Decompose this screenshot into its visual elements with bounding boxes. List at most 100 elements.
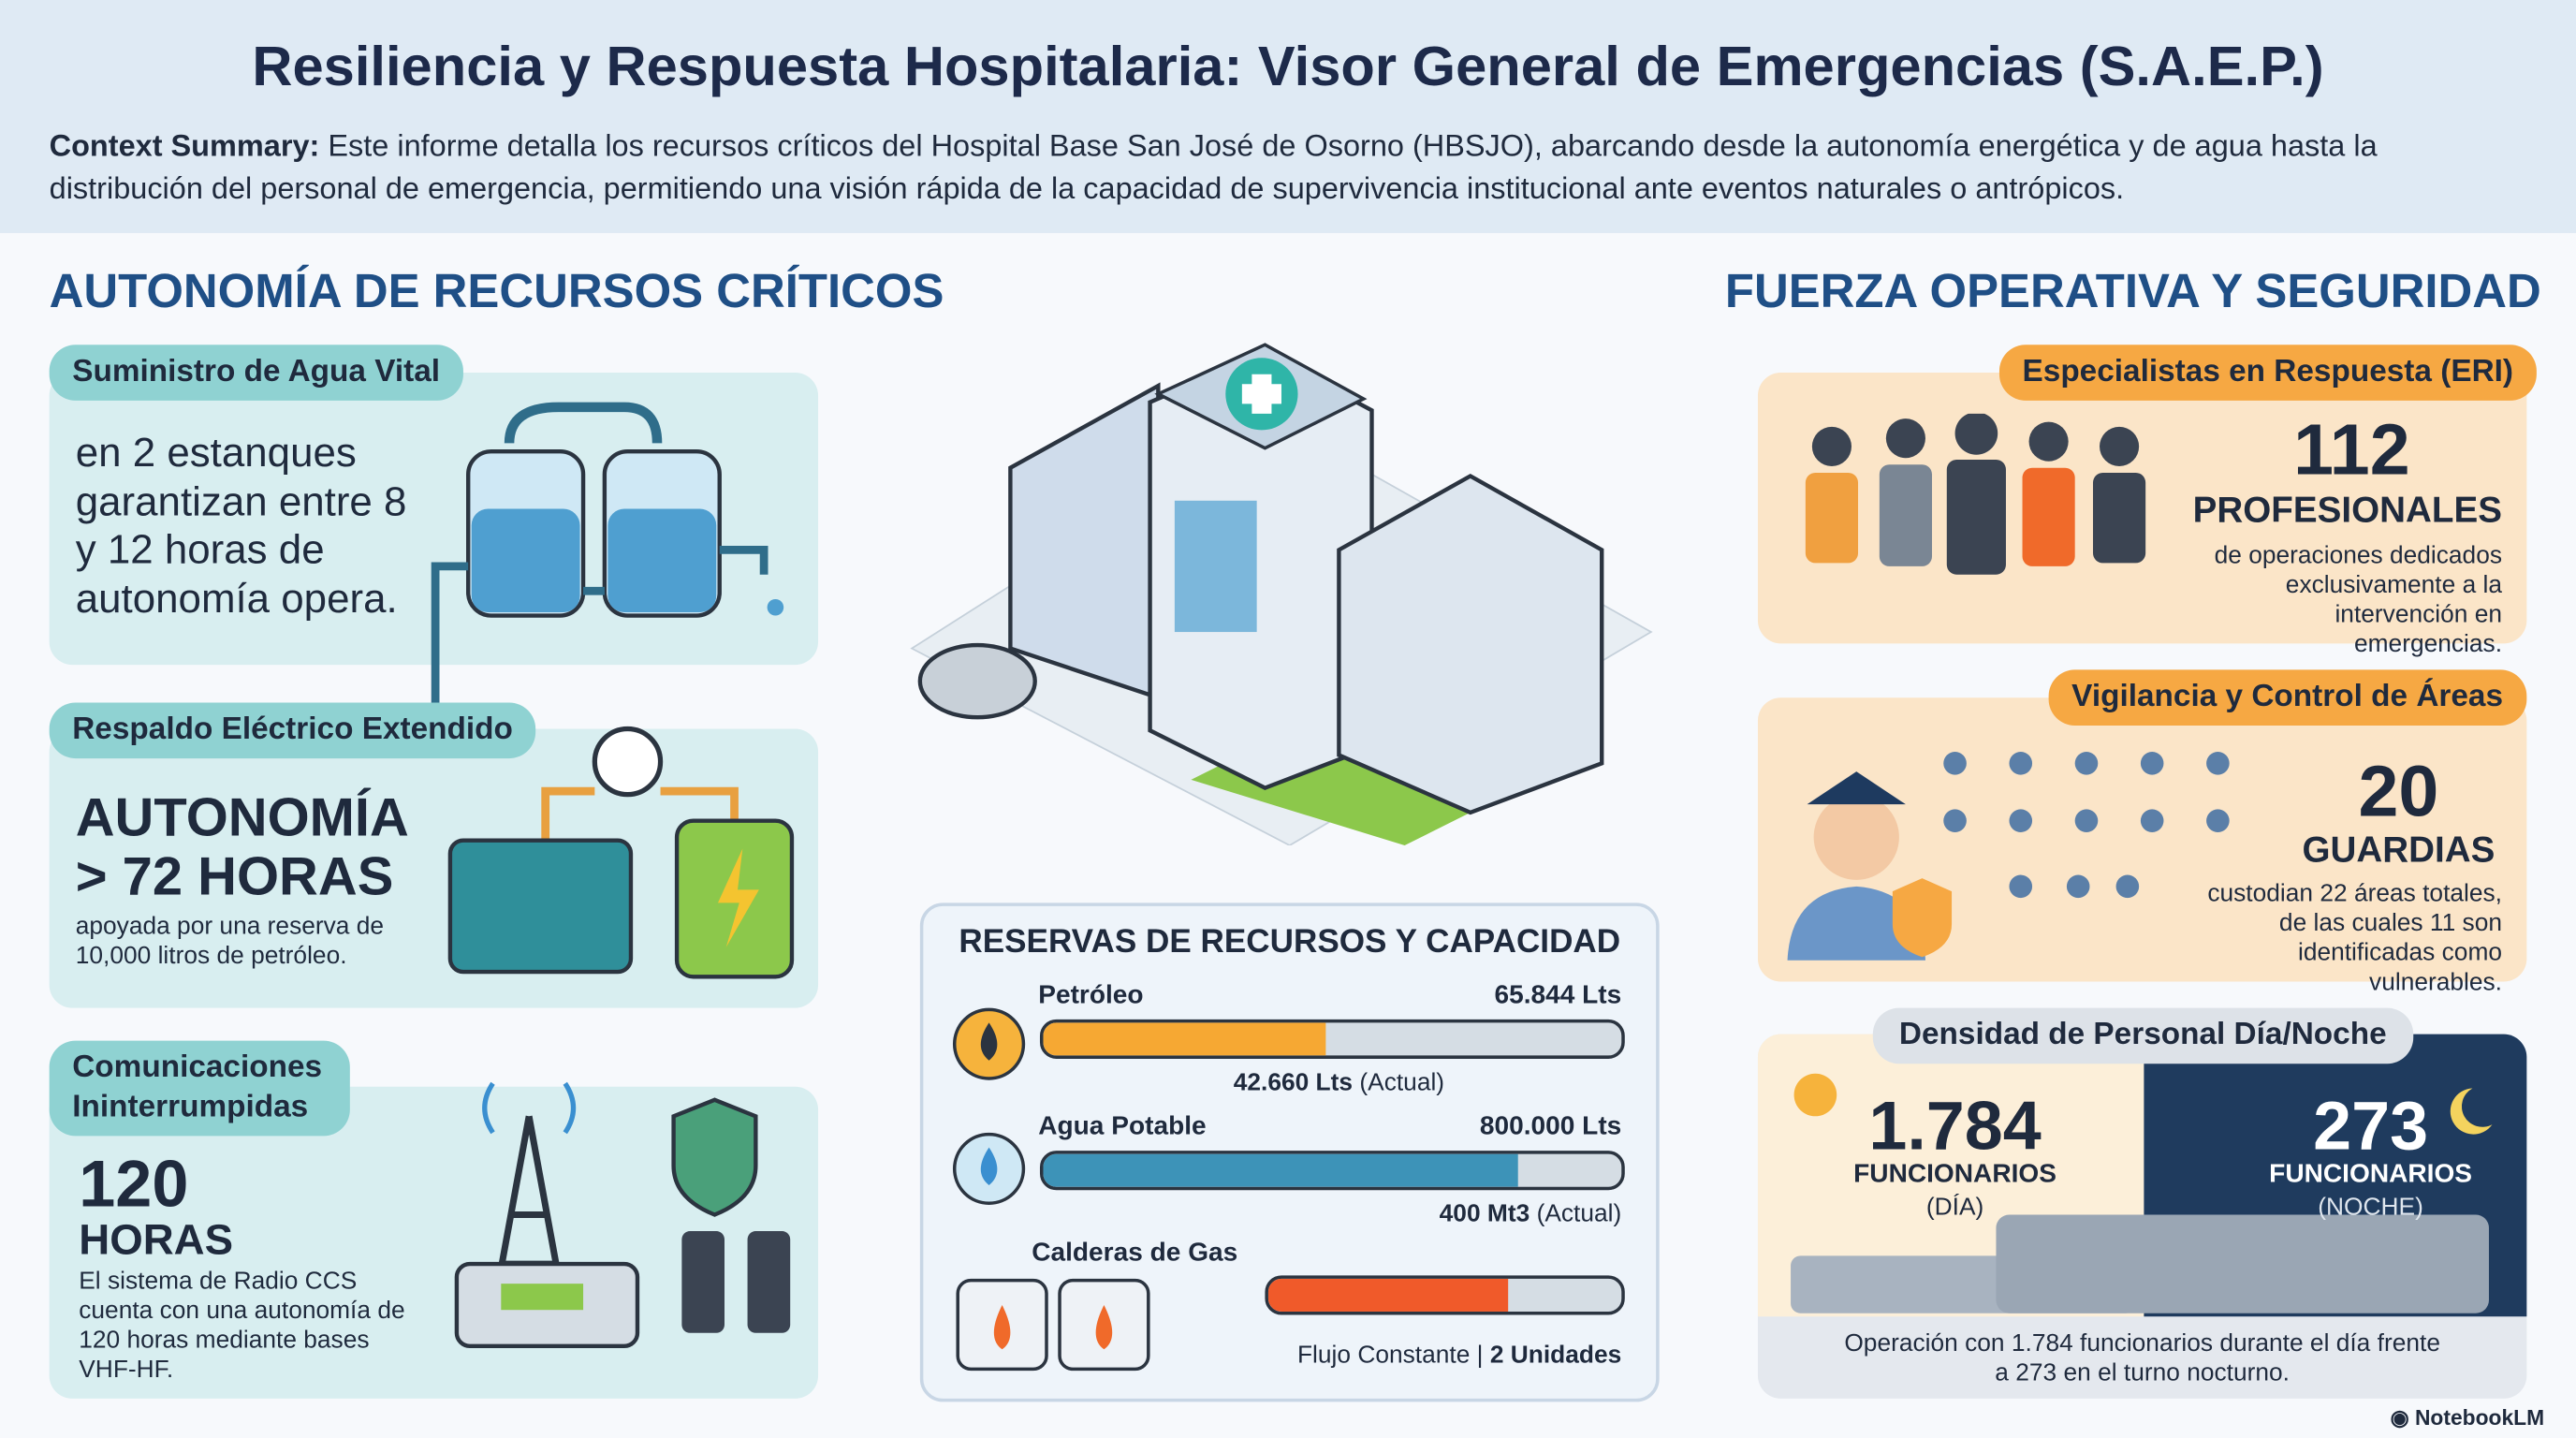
shield <box>671 1097 758 1217</box>
water-icon <box>952 1132 1026 1205</box>
brand: ◉ NotebookLM <box>2390 1404 2545 1431</box>
wing <box>1008 382 1161 701</box>
day-sub: (DÍA) <box>1925 1193 1984 1222</box>
context-label: Context Summary: <box>49 127 320 163</box>
gas-note: Flujo Constante | 2 Unidades <box>1296 1341 1622 1370</box>
night-sub: (NOCHE) <box>2318 1193 2423 1222</box>
bolt <box>717 848 759 947</box>
icon-shape <box>1885 418 1925 459</box>
moon <box>2450 1088 2493 1135</box>
windows <box>1174 500 1257 633</box>
icon-shape <box>1996 1214 2489 1313</box>
oil-bar-fill <box>1043 1022 1327 1056</box>
waves <box>482 1081 577 1135</box>
icon-shape <box>2022 467 2075 566</box>
guards-title: Vigilancia y Control de Áreas <box>2048 669 2526 726</box>
icon-shape <box>2028 421 2069 462</box>
icon-shape <box>2206 809 2230 832</box>
comms-text: El sistema de Radio CCS cuenta con una a… <box>79 1267 405 1385</box>
power-big-1: AUTONOMÍA <box>75 785 409 847</box>
guards-unit: GUARDIAS <box>2302 829 2496 871</box>
gas-bar <box>1265 1275 1625 1315</box>
icon-shape <box>1943 752 1967 775</box>
icon-shape <box>2092 472 2146 564</box>
item-actual: 42.660 Lts (Actual) <box>1183 1068 1495 1096</box>
density-footer: Operación con 1.784 funcionarios durante… <box>1844 1329 2440 1387</box>
fuel-tank <box>917 642 1037 720</box>
item-name: Calderas de Gas <box>1032 1239 1238 1268</box>
icon-shape <box>2115 874 2140 899</box>
display <box>501 1284 584 1311</box>
brand-name: NotebookLM <box>2414 1404 2545 1431</box>
comms-title: Comunicaciones Ininterrumpidas <box>49 1040 350 1137</box>
section-heading: AUTONOMÍA DE RECURSOS CRÍTICOS <box>49 266 944 319</box>
people <box>1805 413 2146 575</box>
reserves-title: RESERVAS DE RECURSOS Y CAPACIDAD <box>959 924 1621 961</box>
icon-shape <box>2009 752 2033 775</box>
pipe <box>431 546 768 706</box>
icon-shape <box>2206 752 2230 775</box>
icon-shape <box>1805 472 1859 564</box>
icon-shape <box>2140 752 2164 775</box>
icon-shape <box>1946 459 2006 575</box>
item-name: Agua Potable <box>1038 1112 1207 1141</box>
power-big-2: > 72 HORAS <box>75 845 394 906</box>
icon-shape <box>1879 464 1932 566</box>
cross <box>1241 374 1281 414</box>
icon-shape <box>1811 426 1852 466</box>
eri-unit: PROFESIONALES <box>2192 489 2503 531</box>
context-text: Este informe detalla los recursos crític… <box>49 127 2378 206</box>
generator-icon <box>447 726 795 979</box>
night-label: FUNCIONARIOS <box>2269 1160 2473 1189</box>
drop <box>980 1022 998 1061</box>
responders-icon <box>1805 413 2146 575</box>
item-actual: 400 Mt3 (Actual) <box>1298 1200 1622 1228</box>
gas-bar-fill <box>1267 1278 1509 1312</box>
drop <box>767 598 784 616</box>
flame <box>993 1304 1113 1350</box>
icon-shape <box>2009 809 2033 832</box>
night-number: 273 <box>2313 1086 2429 1165</box>
actual-value: 42.660 Lts <box>1233 1068 1354 1097</box>
tank-water <box>471 508 580 613</box>
density-title: Densidad de Personal Día/Noche <box>1872 1007 2413 1064</box>
actual-value: 400 Mt3 <box>1439 1199 1530 1228</box>
guard-cap <box>1807 771 1906 805</box>
day-label: FUNCIONARIOS <box>1853 1160 2057 1189</box>
header-band <box>0 0 2576 233</box>
walkie <box>747 1231 791 1333</box>
oil-icon <box>952 1007 1026 1080</box>
power-big: AUTONOMÍA > 72 HORAS <box>75 785 409 906</box>
sun <box>1793 1073 1837 1117</box>
boiler-icon <box>956 1278 1150 1372</box>
water-tanks-icon <box>431 402 784 706</box>
radio-tower-icon <box>454 1081 791 1348</box>
eri-number: 112 <box>2293 410 2410 492</box>
guards-text: custodian 22 áreas totales, de las cuale… <box>2207 879 2503 997</box>
icon-shape <box>2066 874 2090 899</box>
icon-shape <box>2100 426 2140 466</box>
oil-bar <box>1039 1019 1625 1059</box>
gas-units: 2 Unidades <box>1489 1341 1622 1370</box>
eri-text: de operaciones dedicados exclusivamente … <box>2214 541 2503 659</box>
title: Resiliencia y Respuesta Hospitalaria: Vi… <box>252 36 2324 99</box>
icon-shape <box>1943 809 1967 832</box>
icon-shape <box>2074 809 2099 832</box>
section-heading: FUERZA OPERATIVA Y SEGURIDAD <box>1724 266 2541 319</box>
actual-note: (Actual) <box>1359 1068 1445 1097</box>
icon-shape <box>2140 809 2164 832</box>
crowd <box>1791 1214 2489 1313</box>
guard-grid <box>1943 752 2230 899</box>
item-total: 800.000 Lts <box>1479 1112 1622 1141</box>
item-name: Petróleo <box>1038 981 1144 1010</box>
generator <box>447 838 634 975</box>
tower <box>490 1115 569 1314</box>
guards-number: 20 <box>2358 752 2439 832</box>
cable <box>541 786 739 841</box>
guard-face <box>1813 794 1899 880</box>
icon-shape <box>1954 413 1998 455</box>
water-title: Suministro de Agua Vital <box>49 345 463 401</box>
power-title: Respaldo Eléctrico Extendido <box>49 702 536 759</box>
